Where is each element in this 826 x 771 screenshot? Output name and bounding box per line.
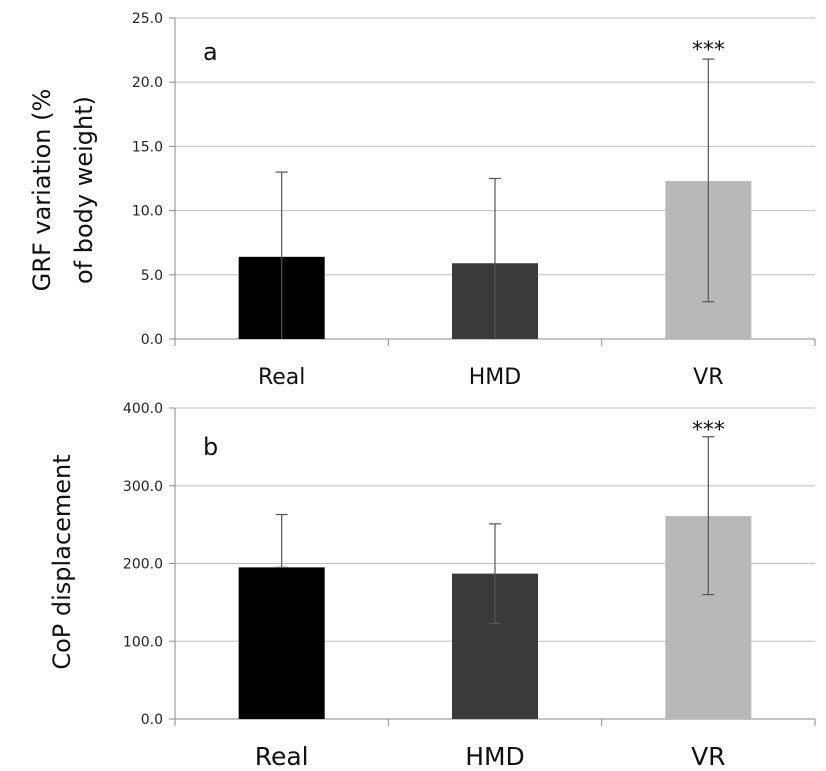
significance-marker: *** [692,418,725,443]
y-tick-label: 0.0 [141,712,163,728]
y-tick-label: 25.0 [132,11,163,27]
chart-panel-b: 0.0 100.0 200.0 300.0 400.0 Real HMD VR *** b CoP … [48,401,816,771]
y-axis-label: GRF variation (% [28,89,56,292]
category-label: HMD [469,365,521,390]
category-label: Real [255,742,309,771]
chart-panel-a: 0.0 5.0 10.0 15.0 20.0 25.0 Real HMD VR *** a GRF v… [28,11,816,390]
y-tick-label: 0.0 [141,332,163,348]
y-tick-label: 400.0 [123,401,163,417]
y-tick-label: 200.0 [123,557,163,573]
panel-letter: a [203,38,218,66]
category-label: VR [693,365,723,390]
category-label: VR [691,742,725,771]
bar-real [238,567,325,719]
category-label: Real [258,365,305,390]
y-axis-label: of body weight) [70,96,98,284]
y-tick-label: 5.0 [141,268,163,284]
y-tick-label: 300.0 [123,479,163,495]
significance-marker: *** [692,38,725,63]
category-label: HMD [465,742,525,771]
y-tick-label: 20.0 [132,75,163,91]
y-tick-label: 100.0 [123,634,163,650]
y-tick-label: 10.0 [132,204,163,220]
y-tick-label: 15.0 [132,139,163,155]
y-axis-label: CoP displacement [48,454,76,669]
panel-letter: b [203,433,218,461]
